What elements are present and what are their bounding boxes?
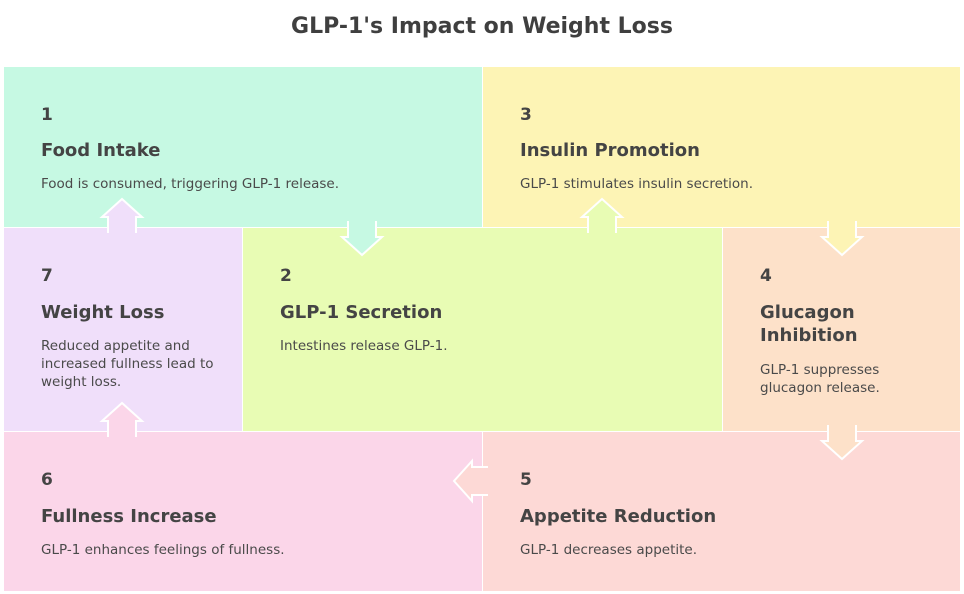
arrow-1-to-2 <box>339 221 385 257</box>
arrow-7-to-1 <box>99 197 145 233</box>
diagram-title: GLP-1's Impact on Weight Loss <box>291 14 673 39</box>
step-number: 5 <box>520 470 532 490</box>
step-title: Fullness Increase <box>41 506 217 527</box>
step-title: GLP-1 Secretion <box>280 302 443 323</box>
step-description: Food is consumed, triggering GLP-1 relea… <box>41 176 340 192</box>
arrow-5-to-6 <box>452 458 488 504</box>
step-title: Insulin Promotion <box>520 140 700 161</box>
step-description: Reduced appetite and increased fullness … <box>41 338 214 390</box>
step-food-intake: 1 Food Intake Food is consumed, triggeri… <box>3 66 483 228</box>
step-insulin-promotion: 3 Insulin Promotion GLP-1 stimulates ins… <box>482 66 961 228</box>
step-glp1-secretion: 2 GLP-1 Secretion Intestines release GLP… <box>242 227 723 432</box>
arrow-3-to-4 <box>819 221 865 257</box>
step-number: 2 <box>280 266 292 286</box>
step-title: Appetite Reduction <box>520 506 717 527</box>
step-description: GLP-1 decreases appetite. <box>520 542 698 558</box>
step-number: 4 <box>760 266 772 286</box>
step-fullness-increase: 6 Fullness Increase GLP-1 enhances feeli… <box>3 431 483 592</box>
arrow-2-to-3 <box>579 197 625 233</box>
step-description: GLP-1 enhances feelings of fullness. <box>41 542 285 558</box>
arrow-6-to-7 <box>99 401 145 437</box>
step-number: 3 <box>520 105 532 125</box>
step-number: 6 <box>41 470 53 490</box>
step-title: Weight Loss <box>41 302 165 323</box>
step-appetite-reduction: 5 Appetite Reduction GLP-1 decreases app… <box>482 431 961 592</box>
step-title: Food Intake <box>41 140 161 161</box>
step-description: Intestines release GLP-1. <box>280 338 448 354</box>
arrow-4-to-5 <box>819 425 865 461</box>
step-description: GLP-1 suppresses glucagon release. <box>760 362 880 396</box>
step-number: 1 <box>41 105 53 125</box>
step-number: 7 <box>41 266 53 286</box>
step-glucagon-inhibition: 4 Glucagon Inhibition GLP-1 suppresses g… <box>722 227 961 432</box>
step-title: Glucagon Inhibition <box>760 302 858 346</box>
step-description: GLP-1 stimulates insulin secretion. <box>520 176 754 192</box>
